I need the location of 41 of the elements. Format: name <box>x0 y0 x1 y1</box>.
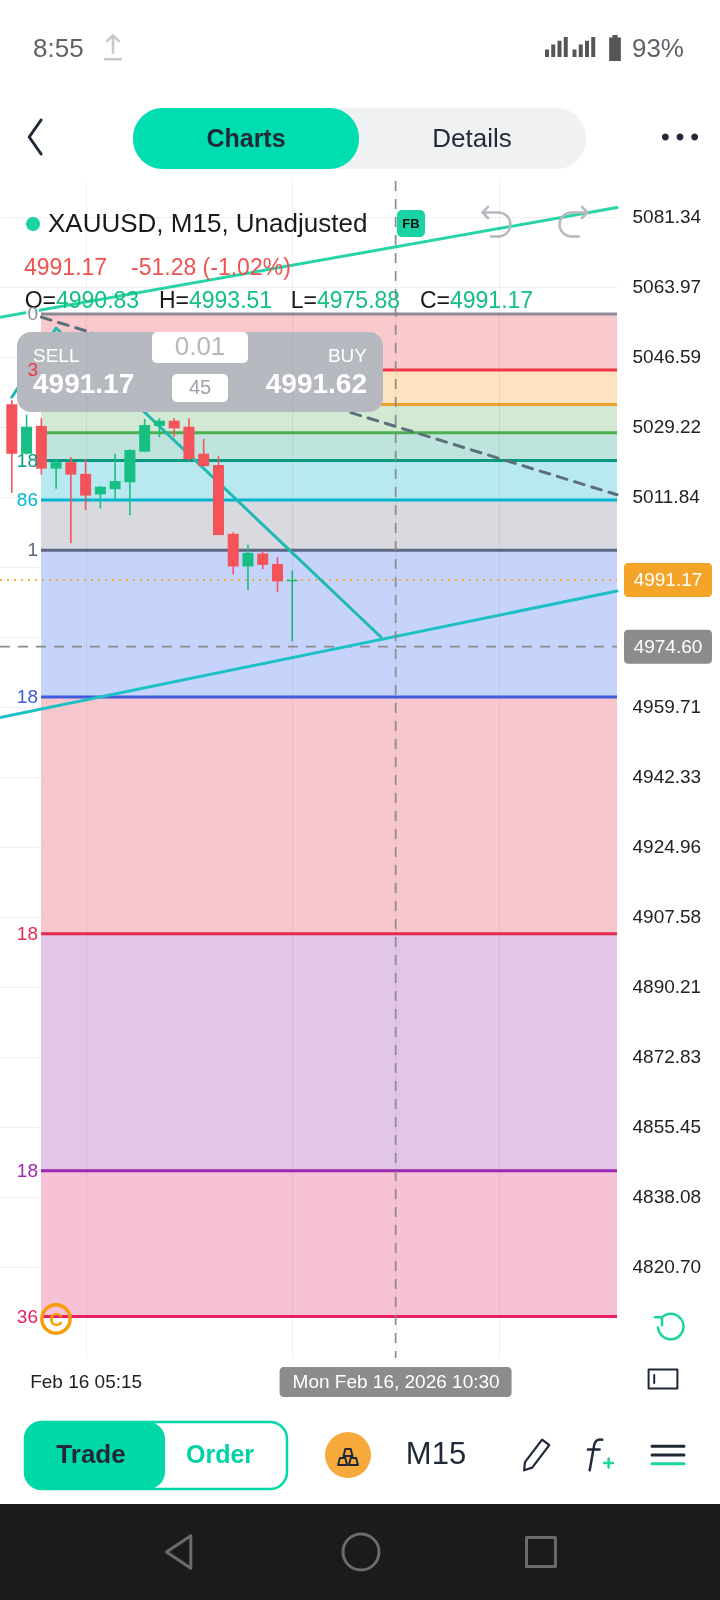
y-tick-label: 5081.34 <box>632 206 702 228</box>
annotation: 4991.17 <box>24 254 108 280</box>
text: M15 <box>405 1436 467 1471</box>
text: XAUUSD, M15, Unadjusted <box>48 208 368 238</box>
y-tick-label: 4855.45 <box>632 1116 702 1138</box>
y-tick-label: 5011.84 <box>632 486 701 508</box>
y-tick-label: 4924.96 <box>632 836 702 858</box>
annotation: 4991.62 <box>265 368 367 399</box>
y-tick-label: 4820.70 <box>632 1256 702 1278</box>
annotation: H=4993.51 <box>158 287 273 313</box>
text: Details <box>432 123 512 153</box>
annotation: L=4975.88 <box>290 287 401 313</box>
y-tick-label: 4907.58 <box>632 906 702 928</box>
text: Trade <box>56 1439 126 1469</box>
x-tick-label: Feb 16 05:15 <box>30 1370 143 1392</box>
annotation: 0.01 <box>174 331 226 361</box>
annotation: C=4991.17 <box>419 287 534 313</box>
y-tick-label: 4890.21 <box>632 976 702 998</box>
y-tick-label: 5063.97 <box>632 276 702 298</box>
ref-line-label: 4991.17 <box>633 568 703 590</box>
ref-line-label: 4974.60 <box>633 635 703 657</box>
y-tick-label: 5046.59 <box>632 346 702 368</box>
annotation: 18 <box>16 685 38 707</box>
annotation: BUY <box>327 345 368 366</box>
annotation: 18 <box>16 922 38 944</box>
y-tick-label: 4959.71 <box>632 696 702 718</box>
annotation: 1 <box>27 539 38 561</box>
text: 8:55 <box>33 33 84 63</box>
text: Order <box>185 1440 255 1468</box>
annotation: 36 <box>16 1305 38 1327</box>
y-tick-label: 4942.33 <box>632 766 702 788</box>
text: Charts <box>206 124 286 152</box>
y-tick-label: 4872.83 <box>632 1046 702 1068</box>
y-tick-label: 5029.22 <box>632 416 702 438</box>
text: 93% <box>631 33 684 63</box>
annotation: 45 <box>188 376 212 398</box>
annotation: 18 <box>16 1159 38 1181</box>
x-tick-label: Mon Feb 16, 2026 10:30 <box>292 1370 500 1392</box>
y-tick-label: 4838.08 <box>632 1186 702 1208</box>
annotation: 86 <box>16 489 38 511</box>
annotation: FB <box>402 216 420 231</box>
